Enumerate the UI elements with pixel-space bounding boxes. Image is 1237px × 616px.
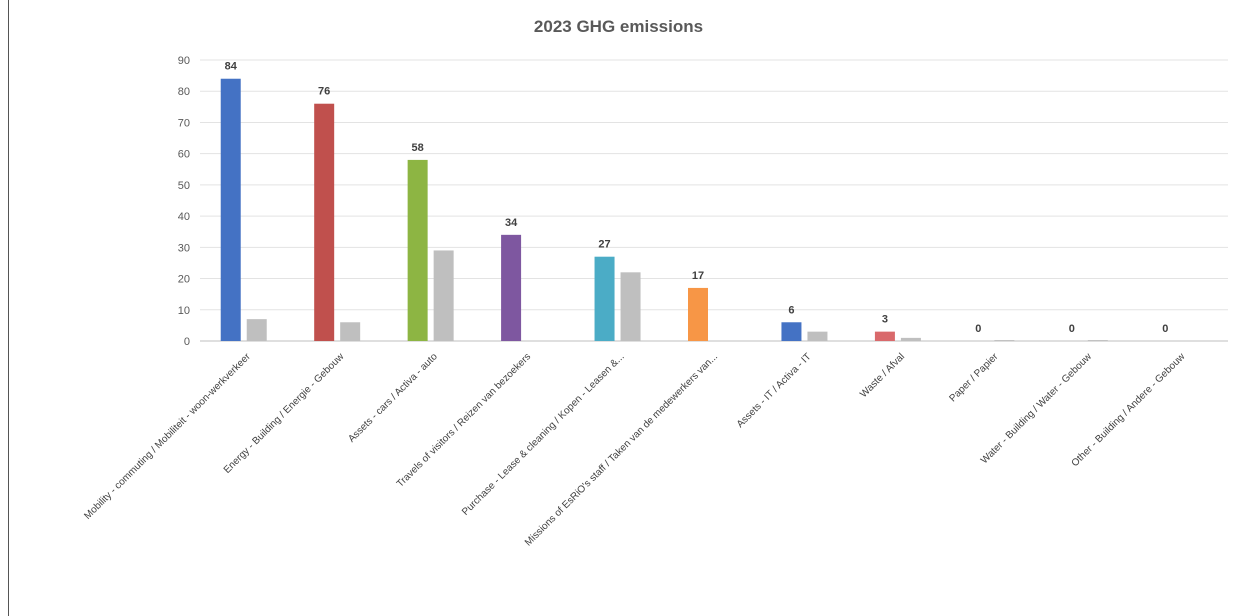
category-labels: Mobility - commuting / Mobiliteit - woon… <box>82 351 1188 549</box>
bar-series-2 <box>1087 340 1108 341</box>
y-tick-label: 0 <box>184 336 190 348</box>
bar-series-2 <box>807 331 828 341</box>
y-axis-ticks: 0 10 20 30 40 50 60 70 80 90 <box>178 55 190 348</box>
bar-series-1 <box>594 256 615 341</box>
bar-series-1 <box>874 331 895 341</box>
bar-series-1 <box>688 287 708 341</box>
y-tick-label: 50 <box>178 180 190 192</box>
bar-series-2 <box>433 250 454 341</box>
category-label: Missions of EsRiO's staff / Taken van de… <box>523 351 720 548</box>
bar-series-1 <box>407 159 428 341</box>
y-tick-label: 10 <box>178 305 190 317</box>
bar-series-2 <box>994 340 1015 341</box>
bar-series-1 <box>781 322 802 341</box>
data-label: 0 <box>975 323 981 335</box>
left-border-line <box>8 0 9 616</box>
y-tick-label: 90 <box>178 55 190 67</box>
bar-series-2 <box>900 337 921 341</box>
category-label: Mobility - commuting / Mobiliteit - woon… <box>82 351 253 522</box>
y-tick-label: 40 <box>178 211 190 223</box>
bar-series-2 <box>340 322 361 341</box>
y-tick-label: 60 <box>178 149 190 161</box>
category-label: Paper / Papier <box>947 351 1000 404</box>
data-labels: 84 76 58 34 27 17 6 3 0 0 0 <box>225 61 1169 335</box>
category-label: Waste / Afval <box>858 351 907 400</box>
y-tick-label: 70 <box>178 117 190 129</box>
category-label: Assets - IT / Activa - IT <box>735 351 814 430</box>
data-label: 27 <box>598 239 610 251</box>
chart-title: 2023 GHG emissions <box>533 17 704 36</box>
category-label: Other - Building / Andere - Gebouw <box>1070 351 1188 469</box>
data-label: 58 <box>412 142 424 154</box>
data-label: 76 <box>318 86 330 98</box>
data-label: 17 <box>692 270 704 282</box>
category-label: Purchase - Lease & cleaning / Kopen - Le… <box>460 351 627 518</box>
data-label: 3 <box>882 314 888 326</box>
y-tick-label: 80 <box>178 86 190 98</box>
category-label: Water - Building / Water - Gebouw <box>979 351 1094 466</box>
data-label: 6 <box>788 304 794 316</box>
data-label: 0 <box>1162 323 1168 335</box>
y-tick-label: 30 <box>178 242 190 254</box>
bar-series-1 <box>501 234 522 341</box>
bars <box>220 78 1108 341</box>
data-label: 34 <box>505 217 518 229</box>
category-label: Assets - cars / Activa - auto <box>346 351 440 445</box>
data-label: 0 <box>1069 323 1075 335</box>
bar-series-1 <box>220 78 241 341</box>
bar-series-1 <box>314 103 335 341</box>
y-tick-label: 20 <box>178 274 190 286</box>
data-label: 84 <box>225 61 238 73</box>
gridlines <box>200 59 1228 342</box>
bar-series-2 <box>246 319 267 341</box>
bar-series-2 <box>620 272 641 341</box>
